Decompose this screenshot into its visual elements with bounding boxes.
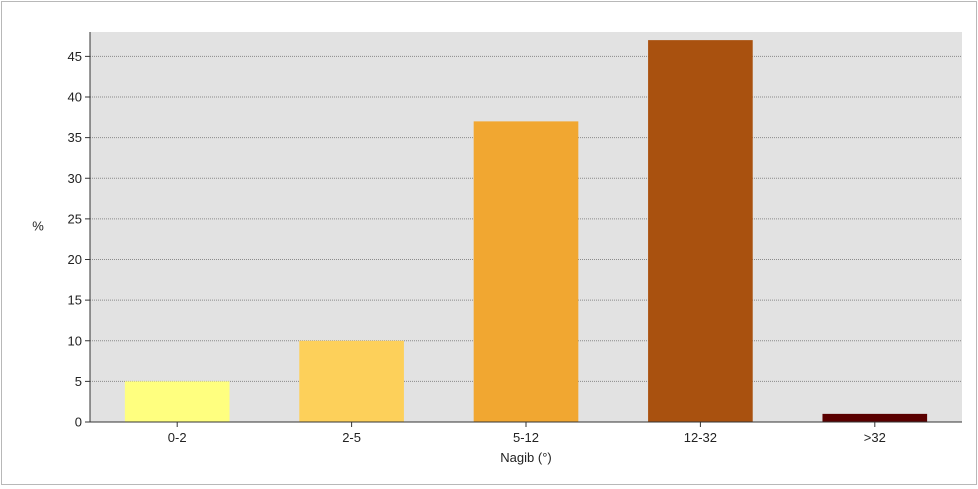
bar--32 [822,413,928,422]
bar-2-5 [299,340,404,422]
x-tick-label: 5-12 [513,430,539,445]
x-axis-ticks: 0-2 2-5 5-12 12-32 >32 [168,422,886,445]
y-tick-label: 20 [68,252,82,267]
y-axis-ticks: 0 5 10 15 20 25 30 35 40 45 [68,49,90,430]
x-tick-label: >32 [864,430,886,445]
y-tick-label: 5 [75,374,82,389]
bars [124,40,928,422]
y-tick-label: 15 [68,293,82,308]
y-axis-label: % [32,218,44,233]
y-tick-label: 30 [68,171,82,186]
x-tick-label: 2-5 [342,430,361,445]
bar-12-32 [648,40,753,422]
x-axis-label: Nagib (°) [500,450,551,465]
y-tick-label: 25 [68,211,82,226]
bar-0-2 [124,381,230,422]
bar-5-12 [473,121,579,422]
x-tick-label: 0-2 [168,430,187,445]
x-tick-label: 12-32 [684,430,717,445]
y-tick-label: 35 [68,130,82,145]
y-tick-label: 0 [75,415,82,430]
y-tick-label: 40 [68,90,82,105]
y-tick-label: 45 [68,49,82,64]
y-tick-label: 10 [68,333,82,348]
